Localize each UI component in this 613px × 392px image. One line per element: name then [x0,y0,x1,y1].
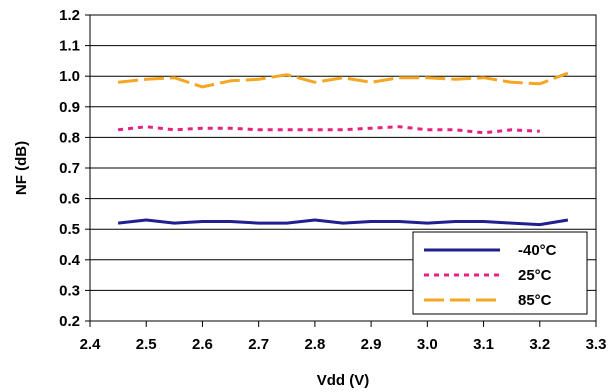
y-axis-title: NF (dB) [13,141,30,195]
x-tick-label: 3.3 [586,336,607,353]
y-tick-label: 1.0 [59,68,80,85]
y-tick-label: 0.9 [59,99,80,116]
x-tick-label: 2.8 [304,336,325,353]
legend-box [412,231,588,315]
y-tick-label: 0.8 [59,129,80,146]
series-line-0 [117,218,569,227]
series-line-1 [117,125,540,135]
legend-label-0: -40°C [518,242,557,259]
x-tick-label: 2.5 [136,336,157,353]
x-tick-label: 2.7 [248,336,269,353]
y-tick-label: 0.4 [59,252,81,269]
y-tick-label: 0.6 [59,191,80,208]
y-tick-label: 1.2 [59,7,80,24]
y-axis: 0.2 0.3 0.4 0.5 0.6 0.7 0.8 0.9 1.0 1.1 1.2 [59,7,90,330]
series-line-2 [117,71,569,89]
y-tick-label: 0.2 [59,313,80,330]
x-tick-label: 2.6 [192,336,213,353]
x-axis-title: Vdd (V) [317,372,370,389]
x-tick-label: 3.2 [529,336,550,353]
y-tick-label: 1.1 [59,38,80,55]
x-axis: 2.4 2.5 2.6 2.7 2.8 2.9 3.0 3.1 3.2 3.3 [80,321,607,353]
x-tick-label: 3.0 [417,336,438,353]
x-tick-label: 3.1 [473,336,494,353]
y-tick-label: 0.7 [59,160,80,177]
y-tick-label: 0.3 [59,282,80,299]
legend: -40°C 25°C 85°C [412,231,588,315]
series-layer [117,71,569,227]
legend-label-2: 85°C [518,292,552,309]
y-tick-label: 0.5 [59,221,80,238]
x-tick-label: 2.4 [80,336,102,353]
x-tick-label: 2.9 [361,336,382,353]
legend-label-1: 25°C [518,267,552,284]
